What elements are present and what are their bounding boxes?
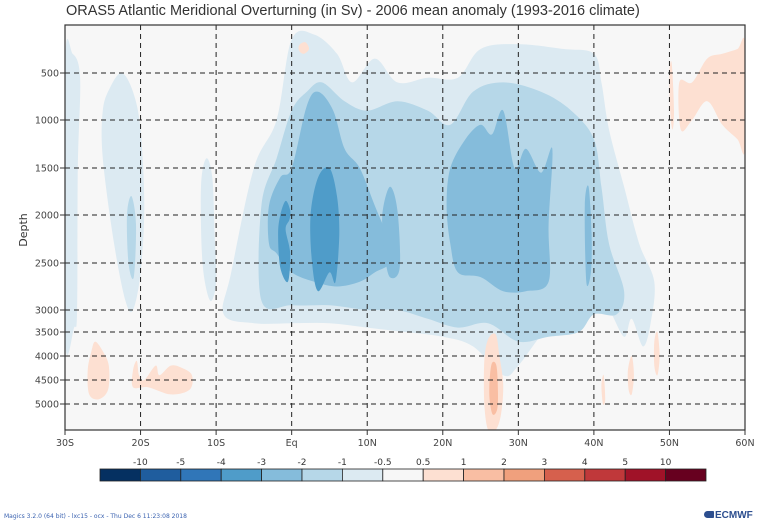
y-tick-label: 3000 <box>35 306 59 317</box>
grid-lines <box>65 25 745 430</box>
x-tick-label: 30S <box>56 438 74 449</box>
colorbar-label: 10 <box>660 458 672 468</box>
colorbar-swatch <box>422 468 465 482</box>
contour-region <box>310 167 340 292</box>
x-tick-label: 10N <box>358 438 377 449</box>
colorbar-swatch <box>139 468 182 482</box>
colorbar-label: -3 <box>257 458 266 468</box>
colorbar-swatch <box>382 468 424 482</box>
y-tick-label: 3500 <box>35 328 59 339</box>
colorbar-label: 1 <box>461 458 467 468</box>
contour-region <box>446 109 553 293</box>
y-tick-label: 1500 <box>35 164 59 175</box>
contour-region <box>200 158 217 302</box>
colorbar-label: 4 <box>582 458 588 468</box>
y-axis-label: Depth <box>17 213 30 247</box>
colorbar-swatch <box>99 468 141 482</box>
chart-title: ORAS5 Atlantic Meridional Overturning (i… <box>66 3 640 19</box>
colorbar-label: 2 <box>501 458 507 468</box>
colorbar-swatch <box>341 468 384 482</box>
ecmwf-logo-text: ECMWF <box>715 510 753 521</box>
x-tick-label: 30N <box>509 438 528 449</box>
contour-region <box>298 42 310 54</box>
colorbar-swatch <box>584 468 626 482</box>
contour-region <box>278 200 291 283</box>
contour-region <box>131 360 193 395</box>
y-tick-label: 2000 <box>35 211 59 222</box>
colorbar-label: -4 <box>217 458 226 468</box>
colorbar-label: -5 <box>176 458 185 468</box>
ecmwf-logo: ECMWF <box>704 510 753 521</box>
colorbar: -10 -5 -4 -3 -2 -1 -0.5 0.5 1 2 3 4 5 10 <box>99 458 707 482</box>
y-tick-label: 1000 <box>35 116 59 127</box>
contour-region <box>382 186 401 279</box>
y-tick-label: 4500 <box>35 376 59 387</box>
contour-region <box>653 331 660 376</box>
contour-regions <box>65 30 745 430</box>
colorbar-label: 0.5 <box>416 458 430 468</box>
contour-region <box>489 361 499 415</box>
colorbar-swatch <box>503 468 545 482</box>
contour-region <box>669 61 675 130</box>
colorbar-label: -10 <box>133 458 148 468</box>
colorbar-label: 5 <box>622 458 628 468</box>
colorbar-swatch <box>665 468 707 482</box>
footer-credit: Magics 3.2.0 (64 bit) - lxc15 - ocx - Th… <box>4 513 187 520</box>
x-tick-label: 20S <box>131 438 149 449</box>
contour-region <box>678 37 745 155</box>
contour-region <box>126 196 137 280</box>
x-tick-label: Eq <box>286 438 298 449</box>
colorbar-label: 3 <box>542 458 548 468</box>
colorbar-swatch <box>544 468 586 482</box>
colorbar-swatch <box>463 468 505 482</box>
plot-frame <box>64 24 746 431</box>
colorbar-label: -2 <box>298 458 307 468</box>
contour-region <box>584 185 592 287</box>
colorbar-label: -0.5 <box>374 458 392 468</box>
contour-region <box>601 374 606 405</box>
x-tick-label: 40N <box>584 438 603 449</box>
colorbar-swatch <box>180 468 222 482</box>
y-tick-label: 2500 <box>35 259 59 270</box>
y-tick-label: 5000 <box>35 400 59 411</box>
colorbar-swatch <box>301 468 343 482</box>
y-tick-label: 500 <box>41 69 59 80</box>
contour-region <box>65 38 81 356</box>
contour-region <box>627 355 634 396</box>
colorbar-swatch <box>220 468 262 482</box>
x-tick-label: 60N <box>735 438 754 449</box>
x-tick-label: 50N <box>660 438 679 449</box>
x-tick-label: 10S <box>207 438 225 449</box>
colorbar-swatch <box>624 468 667 482</box>
x-tick-label: 20N <box>433 438 452 449</box>
colorbar-label: -1 <box>338 458 347 468</box>
colorbar-swatch <box>261 468 303 482</box>
ecmwf-logo-icon <box>704 511 714 518</box>
x-axis: 30S 20S 10S Eq 10N 20N 30N 40N 50N 60N <box>56 430 755 449</box>
y-tick-label: 4000 <box>35 352 59 363</box>
y-axis: 500 1000 1500 2000 2500 3000 3500 4000 4500 5000 <box>35 69 65 411</box>
